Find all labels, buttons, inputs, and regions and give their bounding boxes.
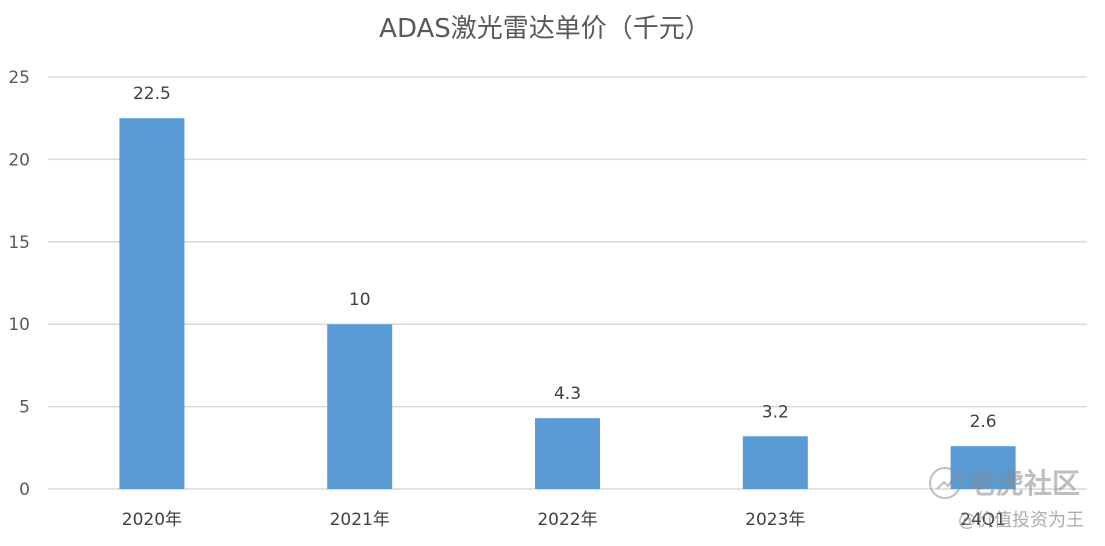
y-tick-label: 20: [8, 150, 30, 170]
x-category-label: 2020年: [122, 510, 182, 530]
data-label: 2.6: [970, 412, 997, 432]
y-tick-label: 5: [19, 398, 30, 418]
y-tick-label: 15: [8, 233, 30, 253]
data-labels: 22.5 10 4.3 3.2 2.6: [133, 84, 997, 432]
data-label: 4.3: [554, 384, 581, 404]
bars: [119, 118, 1016, 489]
data-label: 10: [349, 290, 371, 310]
bar: [535, 418, 600, 489]
x-category-label: 2021年: [330, 510, 390, 530]
watermark-logo-icon: [929, 467, 961, 499]
data-label: 3.2: [762, 402, 789, 422]
gridlines: [48, 76, 1087, 490]
x-category-label: 2023年: [745, 510, 805, 530]
x-category-label: 2022年: [537, 510, 597, 530]
watermark-brand: 老虎社区: [968, 467, 1080, 500]
bar: [327, 324, 393, 489]
bar: [119, 118, 185, 489]
bar: [742, 436, 808, 489]
y-tick-label: 10: [8, 315, 30, 335]
bar: [950, 446, 1016, 489]
watermark: 老虎社区 @价值投资为王: [929, 467, 1084, 531]
watermark-handle: @价值投资为王: [958, 510, 1084, 531]
chart-title: ADAS激光雷达单价（千元）: [379, 14, 711, 44]
y-tick-label: 0: [19, 480, 30, 500]
data-label: 22.5: [133, 84, 171, 104]
y-axis-ticks: 0 5 10 15 20 25: [8, 68, 30, 500]
x-category-label: 24Q1: [960, 510, 1006, 530]
x-axis-categories: 2020年 2021年 2022年 2023年 24Q1: [122, 510, 1006, 530]
y-tick-label: 25: [8, 68, 30, 88]
